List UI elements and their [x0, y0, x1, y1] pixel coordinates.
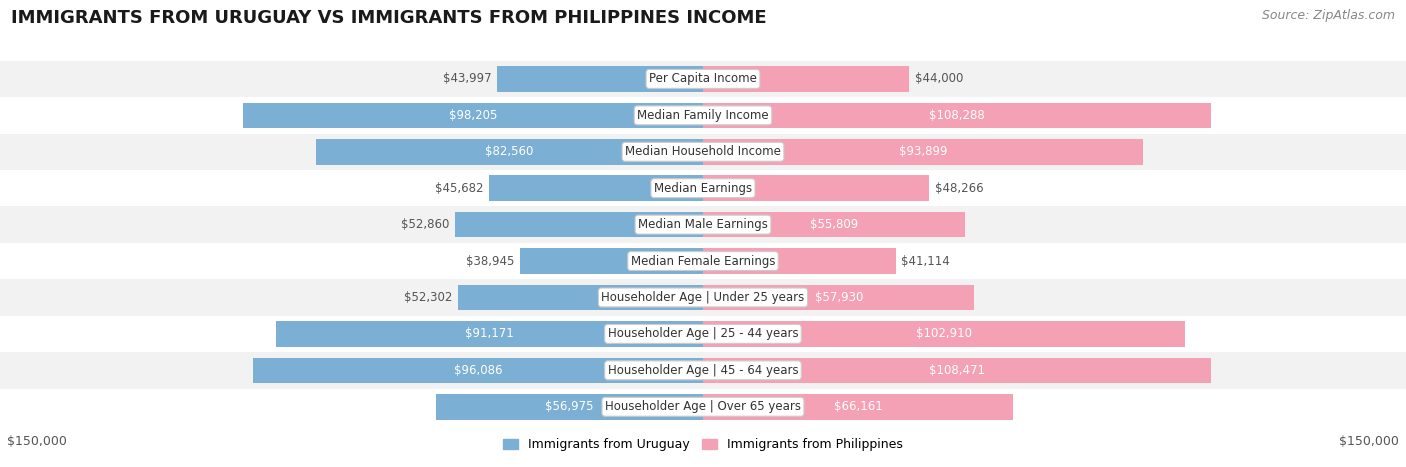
Text: $57,930: $57,930 [814, 291, 863, 304]
Text: $96,086: $96,086 [454, 364, 502, 377]
Text: $55,809: $55,809 [810, 218, 858, 231]
Text: $44,000: $44,000 [915, 72, 963, 85]
Text: $93,899: $93,899 [898, 145, 948, 158]
Bar [0, 389, 1406, 425]
Text: $52,860: $52,860 [401, 218, 450, 231]
Text: $52,302: $52,302 [404, 291, 453, 304]
Bar [316, 139, 703, 164]
Bar [276, 321, 703, 347]
Text: Median Earnings: Median Earnings [654, 182, 752, 195]
Bar [520, 248, 703, 274]
Text: Householder Age | 45 - 64 years: Householder Age | 45 - 64 years [607, 364, 799, 377]
Bar [703, 139, 1143, 164]
Text: $98,205: $98,205 [449, 109, 498, 122]
Bar [703, 212, 965, 237]
Text: IMMIGRANTS FROM URUGUAY VS IMMIGRANTS FROM PHILIPPINES INCOME: IMMIGRANTS FROM URUGUAY VS IMMIGRANTS FR… [11, 9, 766, 28]
Bar [253, 358, 703, 383]
Bar [0, 279, 1406, 316]
Text: $38,945: $38,945 [467, 255, 515, 268]
Text: $150,000: $150,000 [7, 435, 67, 448]
Text: $150,000: $150,000 [1339, 435, 1399, 448]
Bar [489, 176, 703, 201]
Text: Per Capita Income: Per Capita Income [650, 72, 756, 85]
Bar [0, 243, 1406, 279]
Bar [456, 212, 703, 237]
Text: Householder Age | Over 65 years: Householder Age | Over 65 years [605, 400, 801, 413]
Text: Householder Age | Under 25 years: Householder Age | Under 25 years [602, 291, 804, 304]
Bar [0, 352, 1406, 389]
Text: $43,997: $43,997 [443, 72, 491, 85]
Bar [496, 66, 703, 92]
Text: Median Female Earnings: Median Female Earnings [631, 255, 775, 268]
Text: $91,171: $91,171 [465, 327, 513, 340]
Bar [243, 103, 703, 128]
Bar [703, 248, 896, 274]
Bar [0, 61, 1406, 97]
Bar [436, 394, 703, 419]
Text: Householder Age | 25 - 44 years: Householder Age | 25 - 44 years [607, 327, 799, 340]
Bar [703, 176, 929, 201]
Text: Median Family Income: Median Family Income [637, 109, 769, 122]
Text: Source: ZipAtlas.com: Source: ZipAtlas.com [1261, 9, 1395, 22]
Bar [703, 103, 1211, 128]
Bar [0, 170, 1406, 206]
Bar [703, 321, 1185, 347]
Text: $66,161: $66,161 [834, 400, 883, 413]
Text: $41,114: $41,114 [901, 255, 950, 268]
Text: $108,471: $108,471 [929, 364, 986, 377]
Text: $108,288: $108,288 [929, 109, 984, 122]
Text: $102,910: $102,910 [917, 327, 972, 340]
Legend: Immigrants from Uruguay, Immigrants from Philippines: Immigrants from Uruguay, Immigrants from… [498, 433, 908, 456]
Bar [0, 316, 1406, 352]
Text: $82,560: $82,560 [485, 145, 534, 158]
Text: Median Male Earnings: Median Male Earnings [638, 218, 768, 231]
Text: $45,682: $45,682 [434, 182, 484, 195]
Bar [0, 97, 1406, 134]
Bar [703, 66, 910, 92]
Text: $48,266: $48,266 [935, 182, 983, 195]
Bar [0, 206, 1406, 243]
Bar [703, 358, 1212, 383]
Bar [703, 394, 1014, 419]
Bar [0, 134, 1406, 170]
Bar [703, 285, 974, 310]
Text: $56,975: $56,975 [546, 400, 593, 413]
Bar [458, 285, 703, 310]
Text: Median Household Income: Median Household Income [626, 145, 780, 158]
